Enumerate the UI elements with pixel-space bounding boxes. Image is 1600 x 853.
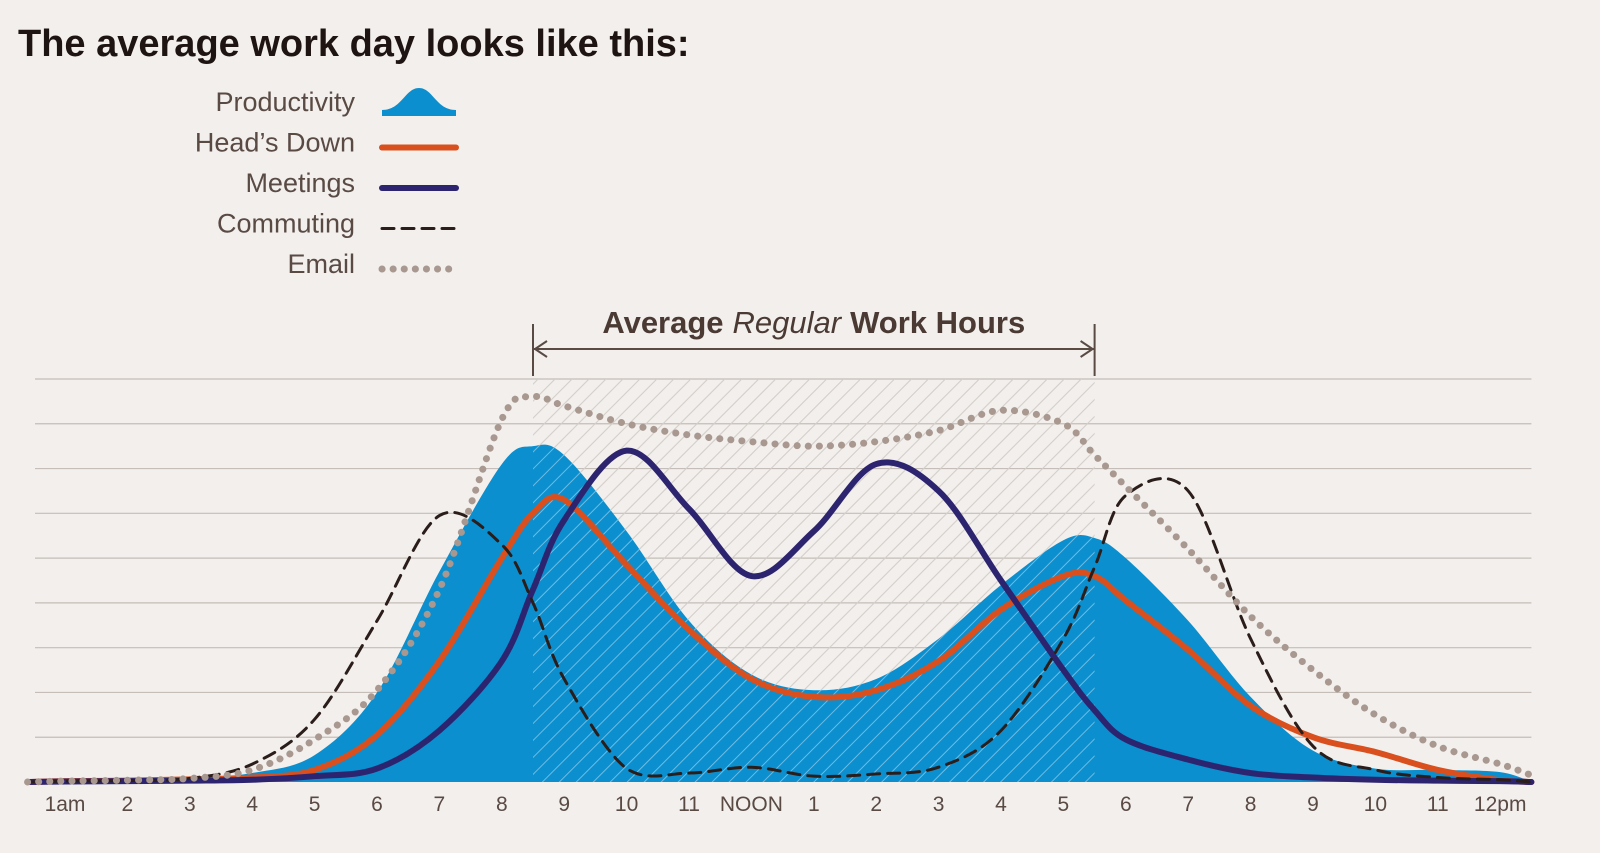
areas [27,444,1532,782]
annotation-part: Work Hours [850,305,1025,340]
work-hours-hatch [533,379,1095,782]
x-tick-label: 11 [1427,793,1449,816]
x-tick-label: 3 [184,793,196,816]
x-tick-label: 7 [1182,793,1194,816]
x-tick-label: 2 [122,793,134,816]
x-tick-label: 7 [434,793,446,816]
line [24,494,1535,785]
line [26,477,1533,784]
annotation-part: Average [602,305,723,340]
x-tick-label: 5 [1058,793,1070,816]
x-tick-label: 10 [1364,793,1387,816]
x-tick-label: 6 [371,793,383,816]
x-tick-label: 2 [870,793,882,816]
legend-label: Commuting [217,209,355,239]
legend-swatch [382,88,456,116]
line [24,392,1535,786]
legend-label: Email [287,249,355,279]
x-tick-label: 9 [1307,793,1319,816]
x-tick-label: 12pm [1474,793,1527,816]
work-hours-hatch [533,379,1095,782]
chart-title: The average work day looks like this: [18,23,690,65]
annotation: Average Regular Work Hours [532,305,1096,376]
x-axis: 1am 2 3 4 5 6 7 8 9 10 11 NOON 1 2 3 4 5 6 7 8 9 10 11 12pm [45,793,1527,816]
line [24,447,1535,785]
x-tick-label: 4 [246,793,258,816]
x-tick-label: 6 [1120,793,1132,816]
legend-label: Head’s Down [195,128,355,158]
legend: Productivity Head’s Down Meetings Commuting… [195,87,460,279]
lines [24,392,1535,786]
x-tick-label: 4 [995,793,1007,816]
arrow-head [533,340,548,358]
x-tick-label: 9 [558,793,570,816]
x-tick-label: 1 [808,793,820,816]
x-tick-label: NOON [720,793,783,816]
x-tick-label: 5 [309,793,321,816]
x-tick-label: 3 [933,793,945,816]
x-tick-label: 10 [615,793,638,816]
x-tick-label: 11 [678,793,700,816]
x-tick-label: 8 [1245,793,1257,816]
annotation-part: Regular [733,305,843,340]
legend-label: Meetings [245,168,355,198]
legend-label: Productivity [215,87,355,117]
x-tick-label: 1am [45,793,86,816]
annotation-text: Average Regular Work Hours [602,305,1025,340]
arrow-head [1080,340,1095,358]
x-tick-label: 8 [496,793,508,816]
area [27,444,1532,782]
